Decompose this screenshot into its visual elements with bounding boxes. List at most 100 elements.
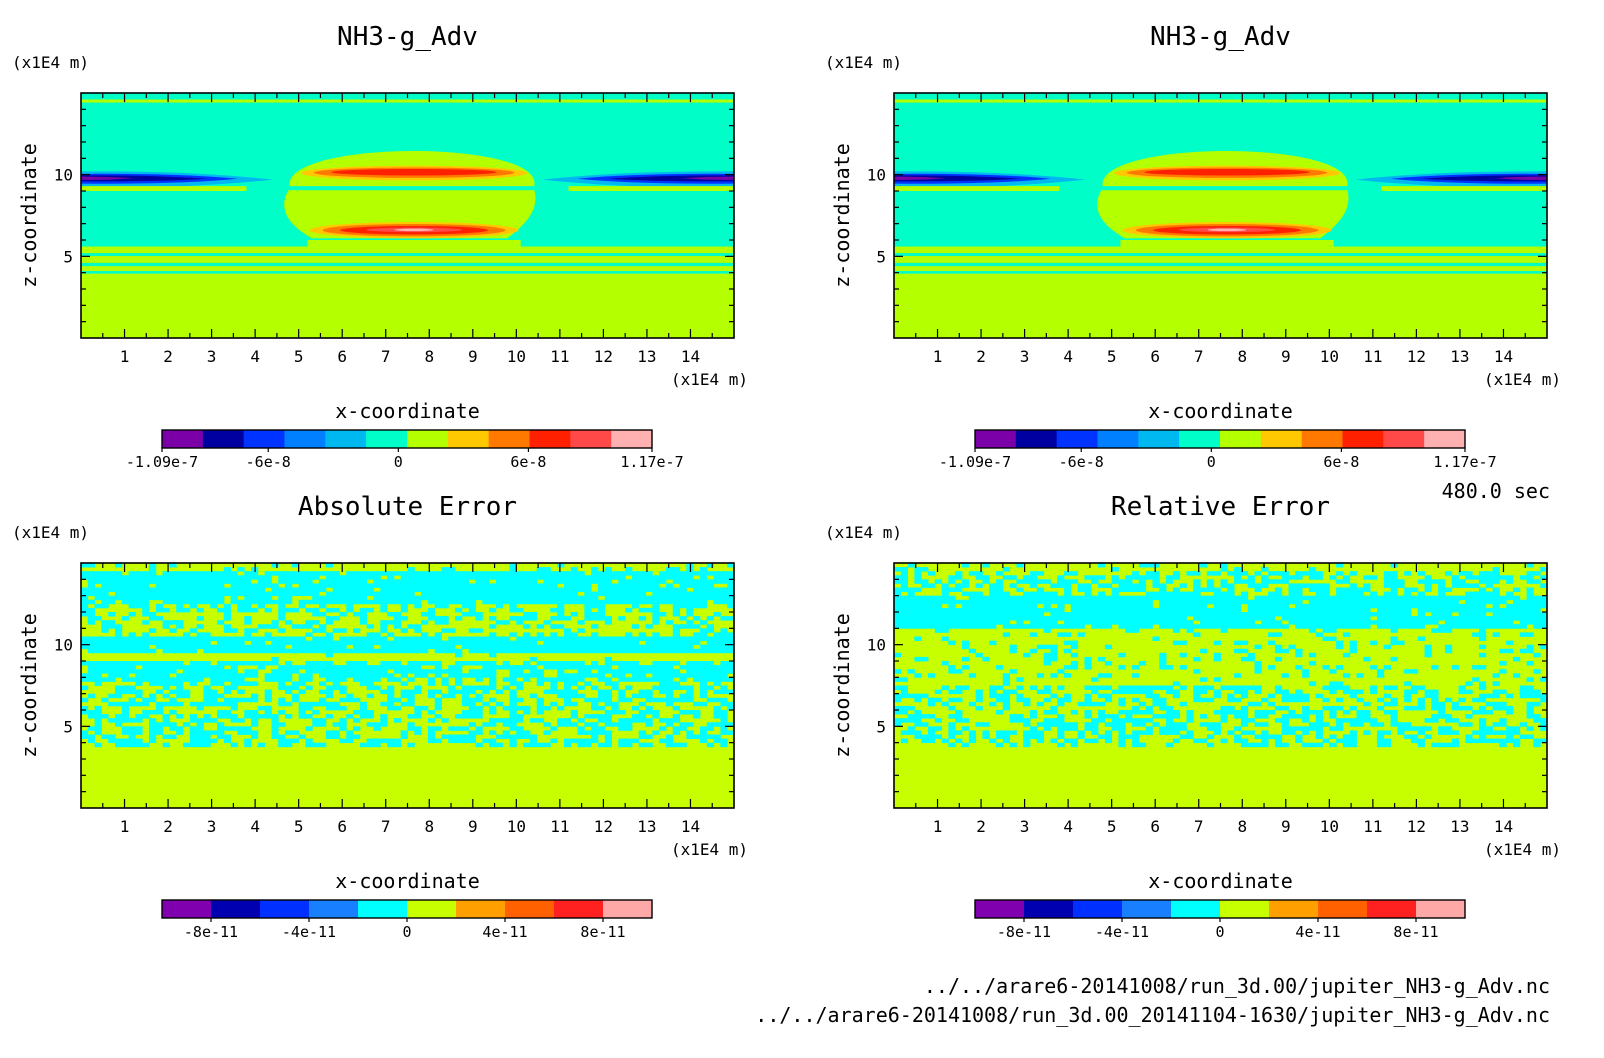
bottom-right-panel-field-cell	[1261, 567, 1269, 572]
bottom-left-panel-field-cell	[305, 742, 327, 748]
bottom-right-panel-field-cell	[1159, 603, 1208, 609]
bottom-left-panel-field-cell	[489, 681, 497, 686]
bottom-left-panel-field-cell	[448, 738, 476, 744]
bottom-right-panel-field-cell	[1499, 669, 1507, 674]
bottom-left-panel-field-cell	[230, 599, 293, 605]
bottom-right-panel-field-cell	[1458, 689, 1473, 695]
bottom-right-panel-field-cell	[962, 656, 970, 662]
bottom-left-panel-field-cell	[81, 571, 123, 576]
bottom-left-panel-field-cell	[699, 681, 708, 686]
top-right-panel-colorbar-swatch	[1138, 430, 1180, 448]
bottom-left-panel-field-cell	[298, 603, 306, 609]
bottom-right-panel-field-cell	[1036, 738, 1045, 744]
bottom-right-panel-field-cell	[1342, 632, 1351, 637]
bottom-right-panel-field-cell	[928, 697, 943, 703]
bottom-right-panel-field-cell	[1295, 734, 1303, 739]
bottom-left-panel-field-cell	[523, 632, 531, 637]
bottom-right-panel-field-cell	[1519, 693, 1547, 699]
bottom-right-panel-field-cell	[1512, 599, 1547, 605]
bottom-left-panel-field-cell	[387, 742, 402, 748]
bottom-right-panel-field-cell	[1234, 575, 1242, 580]
bottom-left-panel-field-cell	[115, 742, 150, 748]
bottom-right-panel-x-tick-label: 2	[976, 817, 986, 836]
bottom-left-panel-field-cell	[591, 571, 653, 576]
bottom-right-panel-field-cell	[1390, 640, 1405, 646]
bottom-left-panel-field-cell	[183, 632, 191, 637]
bottom-left-panel-field-cell	[271, 669, 300, 674]
bottom-right-panel-field-cell	[921, 738, 936, 744]
bottom-left-panel-field-cell	[577, 628, 585, 633]
bottom-right-panel-field-cell	[1526, 563, 1534, 568]
bottom-right-panel-field-cell	[1424, 644, 1432, 650]
bottom-left-panel-field-cell	[461, 697, 483, 703]
bottom-right-panel-field-cell	[894, 599, 1153, 605]
bottom-left-panel-field-cell	[489, 632, 497, 637]
bottom-left-panel-field-cell	[509, 689, 517, 695]
bottom-left-panel-field-cell	[652, 591, 734, 597]
bottom-right-panel-field-cell	[907, 591, 915, 597]
top-right-panel-field-lobe-band-1	[1381, 186, 1547, 191]
bottom-left-panel-field-cell	[359, 701, 368, 707]
bottom-left-panel-field-cell	[196, 607, 204, 613]
bottom-right-panel-field-cell	[907, 726, 915, 731]
bottom-right-panel-field-cell	[1465, 599, 1507, 605]
bottom-right-panel-x-tick-label: 4	[1063, 817, 1073, 836]
bottom-left-panel-field-cell	[652, 616, 660, 621]
bottom-left-panel-field-cell	[509, 632, 517, 637]
bottom-left-panel-field-cell	[536, 697, 544, 703]
bottom-left-panel-field-cell	[87, 669, 177, 674]
bottom-right-panel-field-cell	[1057, 697, 1072, 703]
bottom-left-panel-field-cell	[434, 648, 463, 654]
bottom-left-panel-field-cell	[414, 673, 429, 678]
bottom-right-panel-field-cell	[1512, 673, 1521, 678]
bottom-right-panel-field-cell	[1091, 730, 1099, 735]
bottom-left-panel-field-cell	[244, 616, 252, 621]
bottom-right-panel-field-cell	[1200, 677, 1208, 682]
bottom-right-panel-field-cell	[1138, 579, 1147, 584]
bottom-left-panel-field-cell	[135, 681, 143, 686]
bottom-right-panel-field-cell	[1172, 587, 1181, 592]
bottom-right-panel-field-cell	[1172, 571, 1181, 576]
bottom-left-panel-field-cell	[81, 730, 89, 735]
bottom-right-panel-field-cell	[1145, 705, 1153, 711]
bottom-left-panel-field-cell	[400, 575, 626, 580]
bottom-left-panel-field-cell	[230, 583, 279, 588]
bottom-right-panel-field-cell	[1023, 652, 1031, 658]
bottom-left-panel-field-cell	[237, 607, 259, 613]
bottom-left-panel-field-cell	[244, 632, 252, 637]
bottom-left-panel-field-cell	[699, 726, 714, 731]
bottom-left-panel-field-cell	[244, 669, 259, 674]
bottom-left-panel-field-cell	[387, 612, 402, 617]
bottom-right-panel-field-cell	[948, 714, 963, 719]
bottom-right-panel-field-cell	[1009, 583, 1017, 588]
bottom-left-panel-field-cell	[305, 669, 388, 674]
bottom-left-panel-field-cell	[631, 603, 640, 609]
bottom-right-panel-field-cell	[1145, 571, 1160, 576]
bottom-left-panel-field-cell	[305, 607, 320, 613]
top-left-panel-field-lobe-band-0	[81, 186, 247, 191]
bottom-left-panel-field-cell	[162, 693, 170, 699]
bottom-left-panel-field-cell	[298, 673, 313, 678]
bottom-right-panel-field-cell	[1030, 620, 1058, 625]
bottom-left-panel-field-cell	[604, 661, 640, 666]
bottom-right-panel-field-cell	[1288, 587, 1303, 592]
bottom-left-panel-field-cell	[563, 685, 572, 690]
bottom-right-panel-field-cell	[1417, 612, 1425, 617]
bottom-left-panel-field-cell	[285, 583, 293, 588]
top-right-panel-field-dome-seam	[1076, 186, 1373, 191]
bottom-left-panel-field-cell	[81, 636, 306, 641]
bottom-left-panel-field-cell	[557, 705, 565, 711]
bottom-left-panel-field-cell	[87, 665, 136, 670]
bottom-left-panel-x-tick-label: 3	[207, 817, 217, 836]
bottom-right-panel-field-cell	[1540, 583, 1547, 588]
bottom-left-panel-field-cell	[427, 616, 449, 621]
bottom-left-panel-field-cell	[713, 710, 728, 715]
bottom-left-panel-field-cell	[393, 624, 402, 629]
bottom-left-panel-field-cell	[251, 722, 259, 727]
bottom-left-panel-field-cell	[339, 636, 388, 641]
bottom-right-panel-field-cell	[948, 669, 963, 674]
bottom-right-panel-field-cell	[1064, 738, 1079, 744]
bottom-left-panel-field-cell	[94, 730, 102, 735]
bottom-left-panel-field-cell	[81, 603, 89, 609]
bottom-left-panel-x-unit: (x1E4 m)	[671, 840, 748, 859]
